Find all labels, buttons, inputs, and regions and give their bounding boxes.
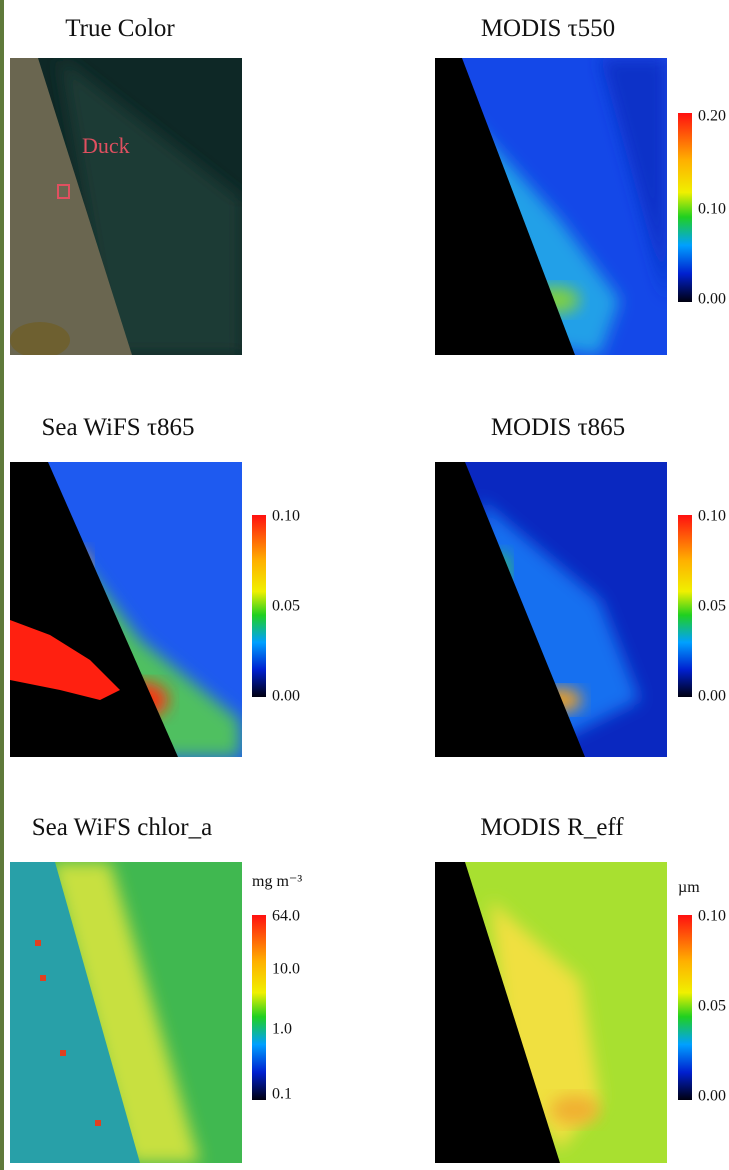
- true-color-image: [10, 58, 242, 355]
- panel-title: MODIS τ550: [481, 15, 615, 42]
- colorbar-tick: 0.10: [698, 508, 726, 525]
- colorbar-unit: mg m⁻³: [252, 873, 302, 890]
- colorbar-tick: 0.00: [698, 1088, 726, 1105]
- site-marker: [57, 184, 70, 199]
- colorbar-tick: 0.00: [698, 291, 726, 308]
- seawifs-865-image: [10, 462, 242, 757]
- colorbar: [678, 515, 692, 697]
- colorbar-unit: µm: [678, 879, 700, 896]
- modis-550-image: [435, 58, 667, 355]
- colorbar-tick: 0.05: [698, 598, 726, 615]
- colorbar-tick: 0.10: [698, 908, 726, 925]
- colorbar-tick: 0.20: [698, 108, 726, 125]
- colorbar-tick: 0.10: [698, 201, 726, 218]
- colorbar: [252, 915, 266, 1100]
- colorbar-tick: 0.1: [272, 1086, 292, 1103]
- colorbar-tick: 10.0: [272, 961, 300, 978]
- panel-title: MODIS τ865: [491, 414, 625, 441]
- colorbar: [252, 515, 266, 697]
- seawifs-chlor-image: [10, 862, 242, 1163]
- panel-title: True Color: [65, 15, 175, 42]
- colorbar-tick: 0.00: [698, 688, 726, 705]
- modis-reff-image: [435, 862, 667, 1163]
- colorbar: [678, 915, 692, 1100]
- colorbar-tick: 0.00: [272, 688, 300, 705]
- colorbar-tick: 64.0: [272, 908, 300, 925]
- colorbar-tick: 0.05: [698, 998, 726, 1015]
- panel-title: MODIS R_eff: [480, 814, 624, 841]
- annotation: Duck: [82, 133, 130, 158]
- panel-title: Sea WiFS chlor_a: [32, 814, 212, 841]
- colorbar-tick: 0.05: [272, 598, 300, 615]
- modis-865-image: [435, 462, 667, 757]
- colorbar-tick: 1.0: [272, 1021, 292, 1038]
- left-border: [0, 0, 4, 1170]
- panel-title: Sea WiFS τ865: [41, 414, 194, 441]
- colorbar: [678, 113, 692, 302]
- colorbar-tick: 0.10: [272, 508, 300, 525]
